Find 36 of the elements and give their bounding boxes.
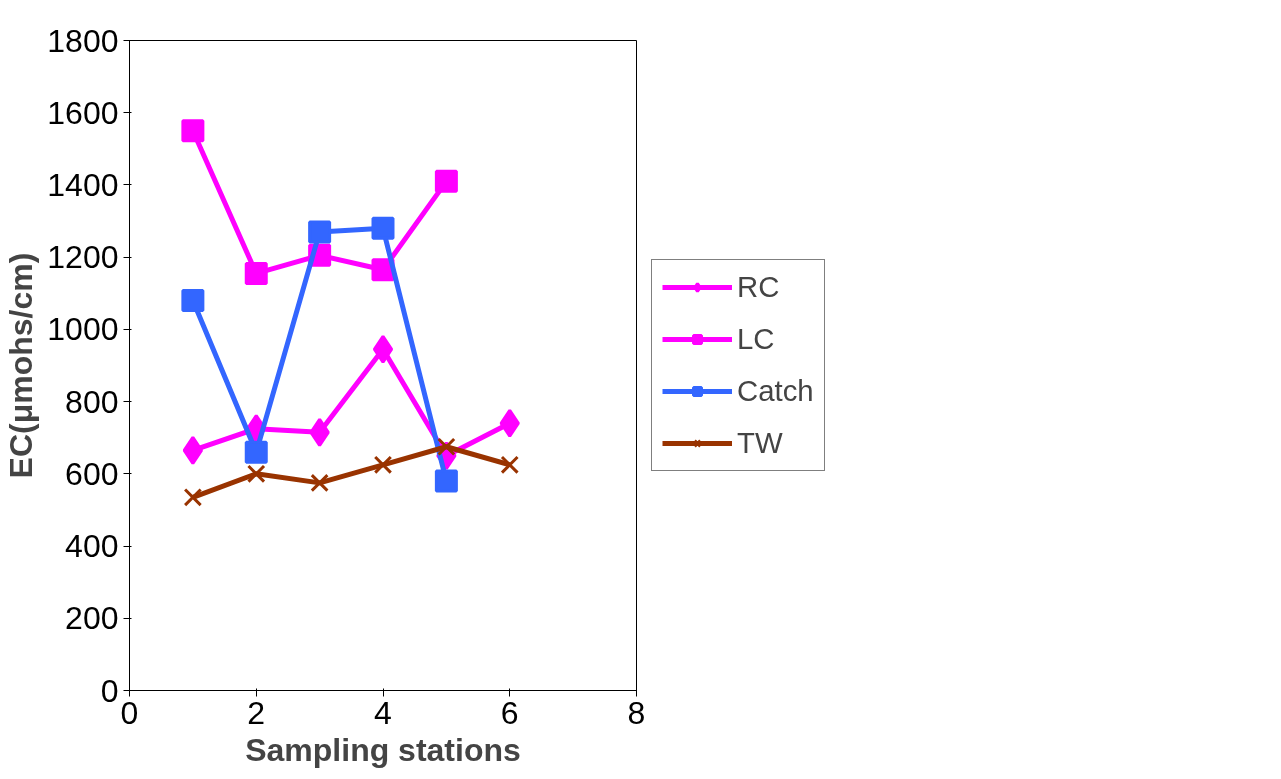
point (500, 455, 520, 475)
point (372, 334, 394, 364)
x-tick-label: 6 (500, 694, 519, 731)
point (246, 464, 266, 484)
point (434, 169, 458, 193)
point (244, 440, 268, 464)
x-tick-label: 8 (627, 694, 646, 731)
y-tick-label: 200 (65, 600, 119, 637)
x-tick-label: 2 (247, 694, 266, 731)
y-tick-label: 800 (65, 383, 119, 420)
point (499, 408, 520, 438)
point (308, 220, 332, 244)
point (181, 289, 205, 312)
x-axis-title: Sampling stations (245, 731, 521, 768)
y-tick-label: 1000 (47, 311, 119, 348)
legend-label: TW (737, 426, 783, 460)
point (373, 455, 393, 475)
y-tick-label: 400 (65, 528, 119, 565)
x-tick-label: 4 (374, 694, 392, 731)
point (434, 469, 458, 493)
y-axis-title: EC(μmohs/cm) (3, 252, 40, 479)
point (244, 261, 268, 285)
point (182, 435, 204, 465)
legend-label: Catch (737, 374, 814, 408)
point (181, 119, 205, 143)
point (371, 216, 395, 240)
y-tick-label: 1200 (47, 239, 119, 276)
point (183, 488, 203, 507)
legend-label: LC (737, 322, 775, 356)
y-tick-label: 1400 (47, 166, 119, 203)
point (309, 417, 330, 447)
y-tick-label: 600 (65, 455, 119, 492)
point (310, 473, 329, 493)
y-tick-label: 1600 (47, 94, 119, 131)
legend-label: RC (737, 270, 780, 304)
y-tick-label: 1800 (47, 22, 119, 59)
